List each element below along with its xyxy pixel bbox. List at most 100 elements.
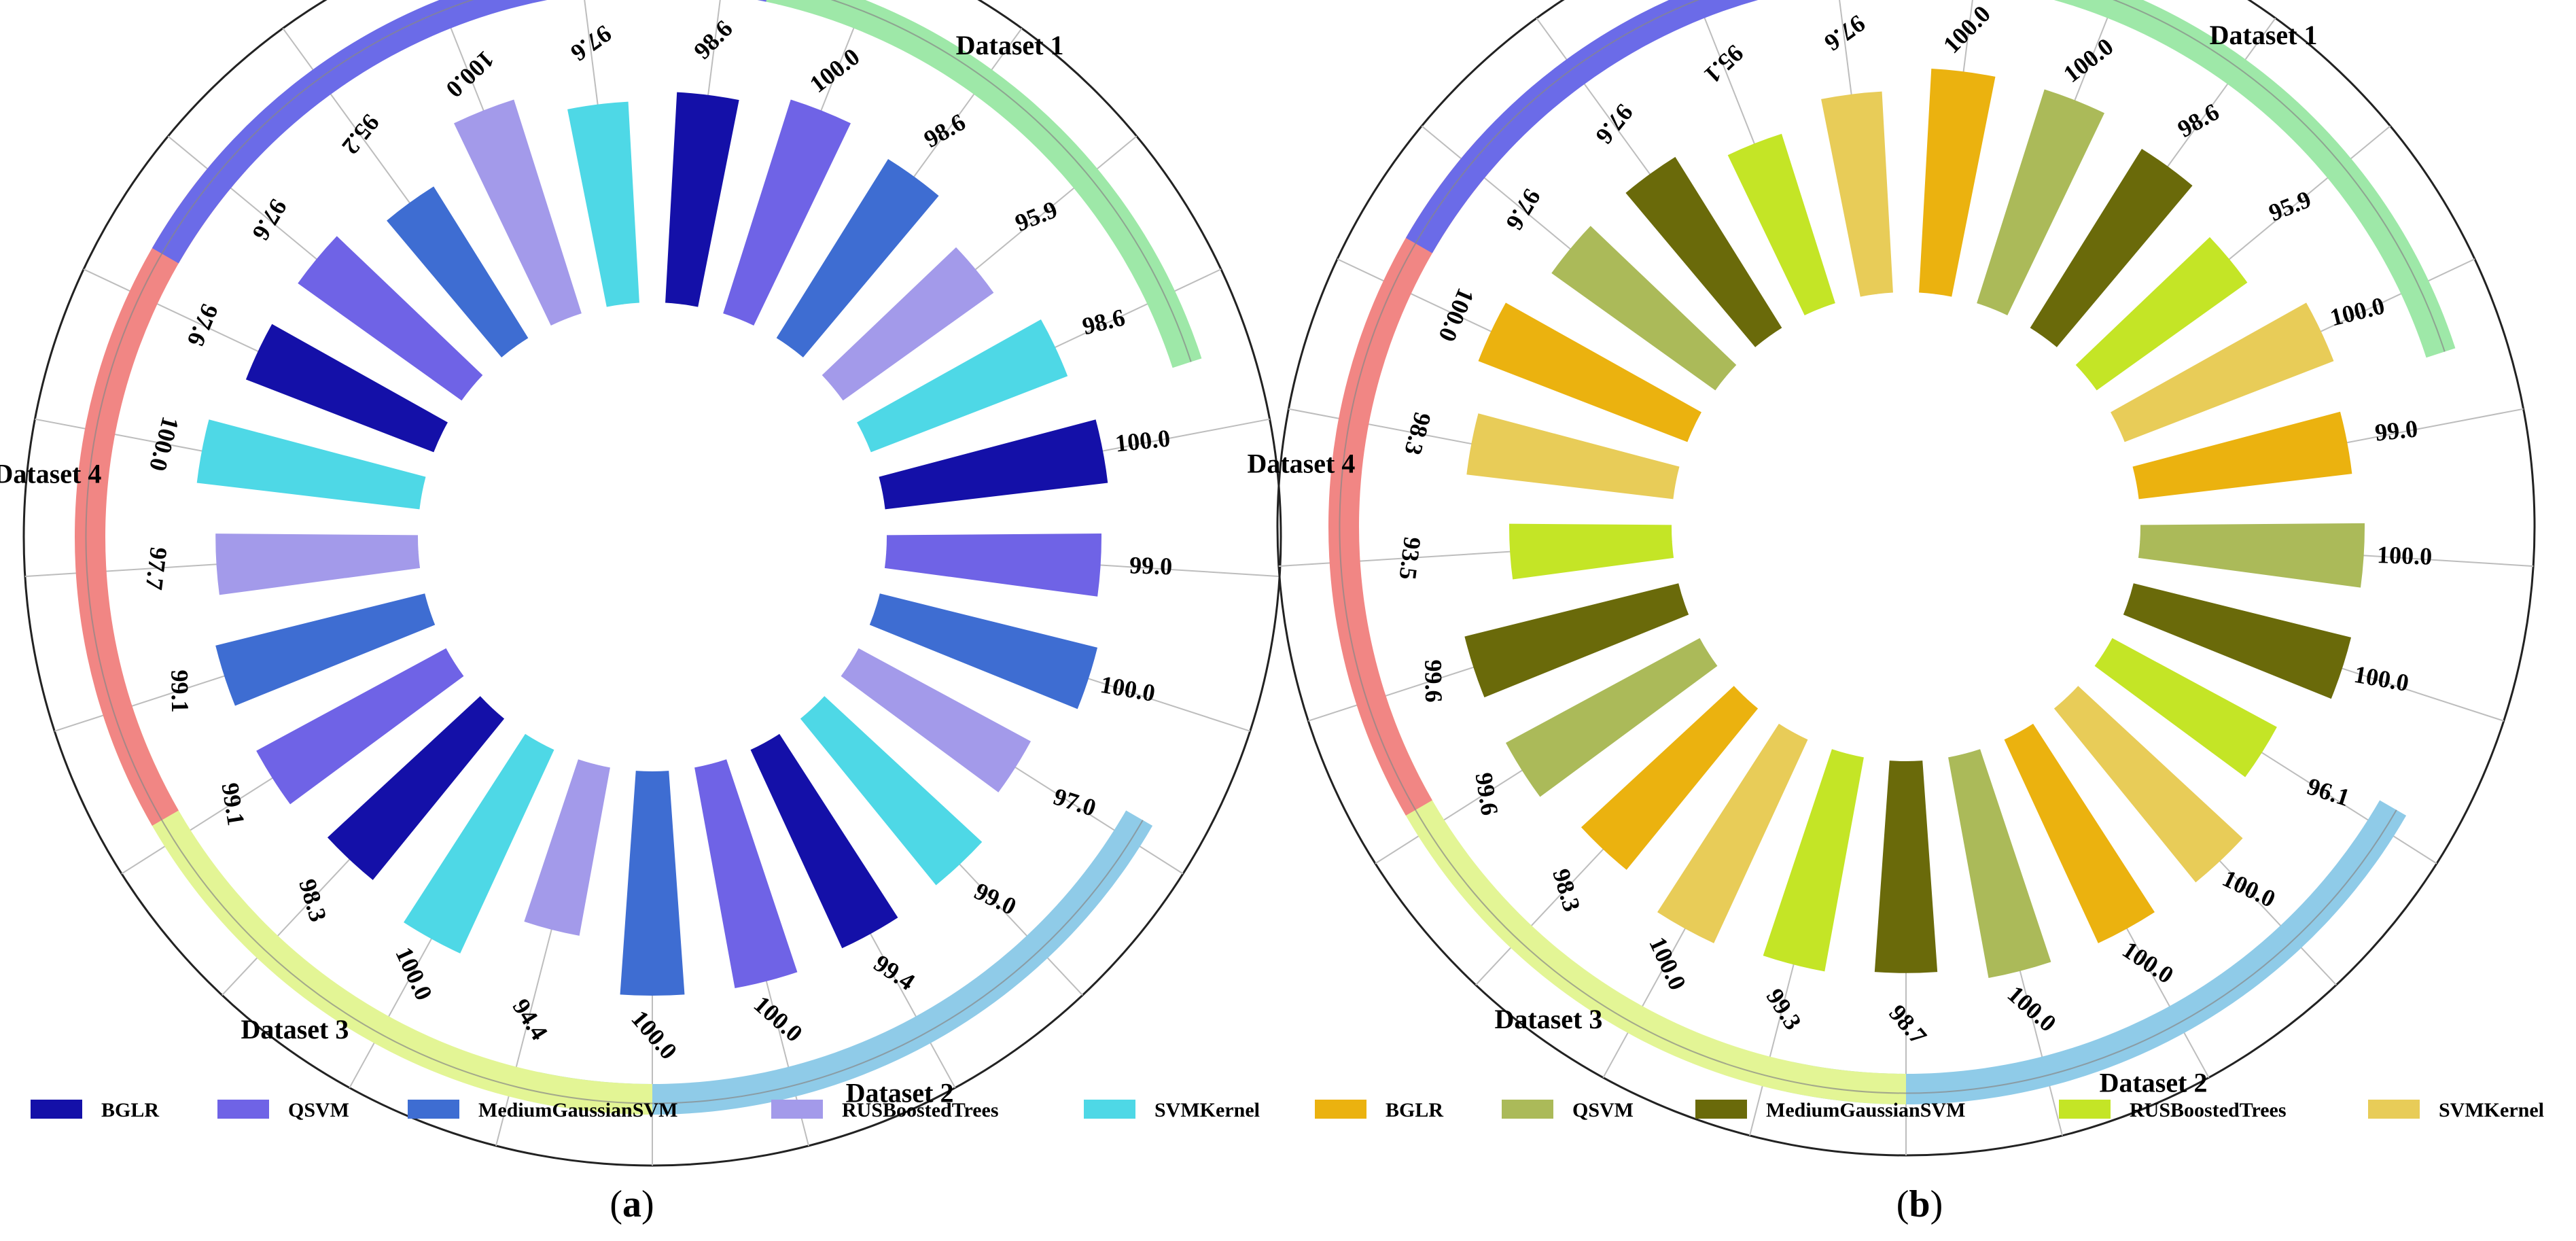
dataset-ring-line	[2112, 0, 2446, 352]
bar-rusboostedtrees-dataset-2	[841, 648, 1031, 792]
bar-rusboostedtrees-dataset-1	[822, 247, 994, 401]
dataset-label: Dataset 1	[2210, 20, 2318, 50]
bar-qsvm-dataset-5	[298, 236, 483, 401]
panel-caption: (b)	[1896, 1183, 1943, 1225]
bar-svmkernel-dataset-1	[857, 319, 1068, 453]
panel-a-legend: BGLR QSVM MediumGaussianSVM RUSBoostedTrees…	[31, 1099, 1260, 1121]
value-label: 100.0	[2219, 864, 2280, 913]
dataset-label: Dataset 3	[241, 1014, 349, 1045]
bar-rusboostedtrees-dataset-1	[2075, 237, 2248, 391]
value-label: 100.0	[2352, 661, 2411, 697]
legend-label-bglr: BGLR	[1386, 1099, 1443, 1121]
value-label: 99.4	[869, 949, 920, 996]
bar-rusboostedtrees-dataset-3	[1763, 749, 1864, 972]
bar-svmkernel-dataset-3	[404, 733, 554, 954]
value-label: 97.6	[1501, 184, 1547, 235]
bar-bglr-dataset-3	[2004, 723, 2155, 943]
value-label: 100.0	[749, 990, 808, 1047]
bar-svmkernel-dataset-4	[196, 419, 426, 510]
value-label: 95.2	[337, 109, 385, 160]
panel-b-legend: BGLR QSVM MediumGaussianSVM RUSBoostedTrees…	[1315, 1099, 2544, 1121]
bar-svmkernel-dataset-2	[2053, 686, 2243, 883]
bar-mediumgaussiansvm-dataset-3	[620, 771, 685, 996]
bar-bglr-dataset-4	[327, 696, 505, 880]
panel-b-caption: (b)	[1896, 1183, 1943, 1225]
value-label: 97.0	[1051, 783, 1099, 822]
legend-swatch-svmkernel	[2368, 1100, 2420, 1119]
bar-qsvm-dataset-5	[1551, 226, 1737, 391]
bar-rusboostedtrees-dataset-5	[1727, 133, 1835, 315]
bar-bglr-dataset-1	[665, 92, 739, 307]
legend-swatch-bglr	[1315, 1100, 1366, 1119]
value-label: 97.6	[566, 20, 617, 67]
panel-letter: b	[1909, 1183, 1930, 1225]
bar-mediumgaussiansvm-dataset-3	[1874, 761, 1938, 973]
value-label: 100.0	[1114, 424, 1171, 457]
value-label: 99.6	[1419, 659, 1447, 703]
value-label: 99.1	[217, 781, 250, 827]
bar-bglr-dataset-3	[750, 733, 898, 949]
dataset-ring-segment-5	[152, 0, 766, 264]
bar-svmkernel-dataset-5	[1821, 91, 1893, 297]
panel-caption: (a)	[610, 1183, 654, 1225]
dataset-ring-segment-4	[1328, 140, 1500, 816]
legend-label-mediumgaussiansvm: MediumGaussianSVM	[1766, 1099, 1965, 1121]
legend-swatch-mediumgaussiansvm	[1695, 1100, 1747, 1119]
value-label: 97.6	[1591, 99, 1639, 150]
dataset-ring-segment-5	[1405, 0, 1759, 254]
bar-rusboostedtrees-dataset-4	[215, 534, 421, 595]
dataset-label: Dataset 2	[846, 1078, 954, 1108]
value-label: 100.0	[1098, 671, 1157, 707]
value-label: 100.0	[2058, 33, 2119, 88]
value-label: 100.0	[2377, 541, 2433, 570]
value-label: 100.0	[626, 1005, 682, 1065]
panel-letter: a	[622, 1183, 641, 1225]
bar-rusboostedtrees-dataset-5	[454, 99, 582, 326]
dataset-ring-line	[830, 0, 1192, 362]
value-label: 97.7	[140, 546, 172, 591]
dataset-label: Dataset 4	[0, 458, 101, 489]
value-label: 98.3	[1399, 410, 1436, 458]
legend-swatch-qsvm	[1502, 1100, 1553, 1119]
bar-bglr-dataset-2	[879, 419, 1108, 510]
bar-svmkernel-dataset-5	[567, 101, 639, 307]
bar-qsvm-dataset-2	[2138, 523, 2365, 588]
bar-qsvm-dataset-4	[1505, 637, 1718, 797]
value-label: 98.6	[1080, 303, 1128, 340]
value-label: 100.0	[805, 43, 865, 98]
bar-svmkernel-dataset-2	[800, 696, 983, 886]
bar-bglr-dataset-5	[1478, 302, 1701, 442]
legend-swatch-rusboostedtrees	[771, 1100, 823, 1119]
bar-qsvm-dataset-1	[1977, 89, 2104, 315]
bar-mediumgaussiansvm-dataset-4	[215, 593, 436, 706]
bar-qsvm-dataset-1	[723, 99, 851, 326]
legend-label-svmkernel: SVMKernel	[2439, 1099, 2544, 1121]
bar-qsvm-dataset-3	[1948, 749, 2051, 978]
value-label: 100.0	[2002, 980, 2062, 1037]
legend-label-rusboostedtrees: RUSBoostedTrees	[2130, 1099, 2287, 1121]
legend-swatch-rusboostedtrees	[2059, 1100, 2111, 1119]
dataset-ring-segment-1	[2053, 0, 2456, 358]
bar-qsvm-dataset-2	[884, 534, 1101, 597]
value-label: 99.0	[2374, 415, 2419, 446]
bar-mediumgaussiansvm-dataset-1	[2030, 149, 2193, 347]
bar-mediumgaussiansvm-dataset-2	[869, 593, 1098, 710]
bar-mediumgaussiansvm-dataset-1	[776, 159, 939, 357]
value-label: 99.3	[1761, 984, 1807, 1035]
legend-label-bglr: BGLR	[101, 1099, 159, 1121]
panel-a-caption: (a)	[610, 1183, 654, 1225]
bar-mediumgaussiansvm-dataset-4	[1464, 583, 1689, 698]
value-label: 100.0	[2327, 292, 2387, 331]
dataset-ring-line	[161, 0, 474, 254]
value-label: 95.9	[2265, 186, 2314, 227]
value-label: 98.6	[688, 15, 738, 65]
value-label: 100.0	[441, 46, 499, 103]
value-label: 98.7	[1884, 1000, 1932, 1050]
bar-rusboostedtrees-dataset-3	[524, 759, 610, 936]
legend-label-svmkernel: SVMKernel	[1154, 1099, 1260, 1121]
bar-bglr-dataset-1	[1919, 69, 1996, 297]
value-label: 93.5	[1394, 536, 1426, 581]
value-label: 94.4	[508, 994, 554, 1045]
